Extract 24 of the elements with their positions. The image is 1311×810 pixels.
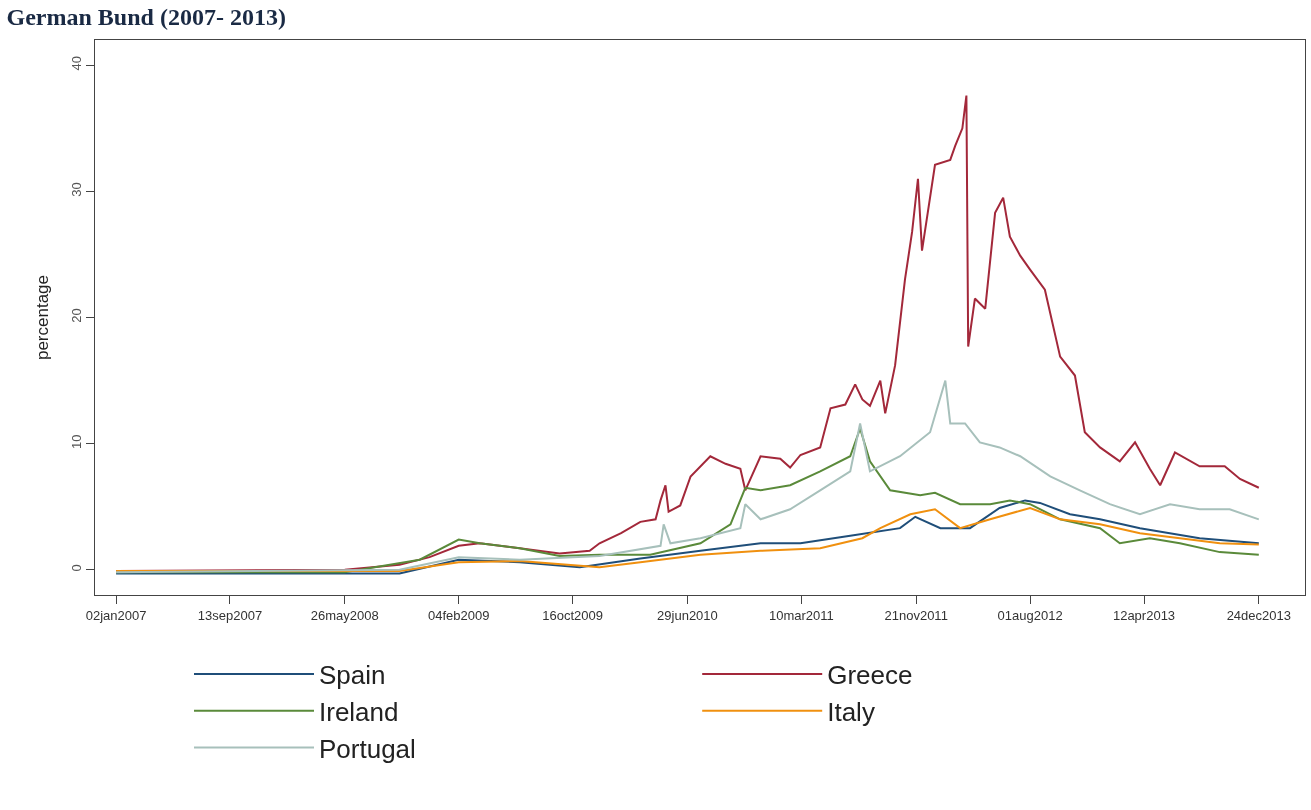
y-tick-label: 30 <box>68 182 84 197</box>
y-tick-label: 20 <box>68 308 84 323</box>
x-tick-label: 16oct2009 <box>542 607 603 623</box>
line-series <box>115 379 1260 574</box>
y-tick-label: 0 <box>68 564 84 572</box>
y-tick-label: 10 <box>68 434 84 449</box>
legend-label: Italy <box>827 696 875 727</box>
chart-title: German Bund (2007- 2013) <box>6 3 286 30</box>
x-tick-label: 10mar2011 <box>768 607 834 623</box>
legend-label: Portugal <box>319 733 416 764</box>
x-tick-label: 26may2008 <box>310 607 379 623</box>
x-tick-label: 01aug2012 <box>997 607 1063 623</box>
x-tick-label: 04feb2009 <box>427 607 490 623</box>
y-tick-label: 40 <box>68 56 84 71</box>
legend-label: Ireland <box>319 696 399 727</box>
y-axis-title: percentage <box>33 274 53 361</box>
x-tick-label: 12apr2013 <box>1112 607 1176 623</box>
legend-label: Greece <box>827 660 913 691</box>
x-tick-label: 24dec2013 <box>1226 607 1291 623</box>
x-tick-label: 21nov2011 <box>884 607 948 623</box>
x-tick-label: 02jan2007 <box>85 607 147 623</box>
x-tick-label: 13sep2007 <box>197 607 263 623</box>
legend-label: Spain <box>319 660 386 691</box>
x-tick-label: 29jun2010 <box>657 607 718 623</box>
